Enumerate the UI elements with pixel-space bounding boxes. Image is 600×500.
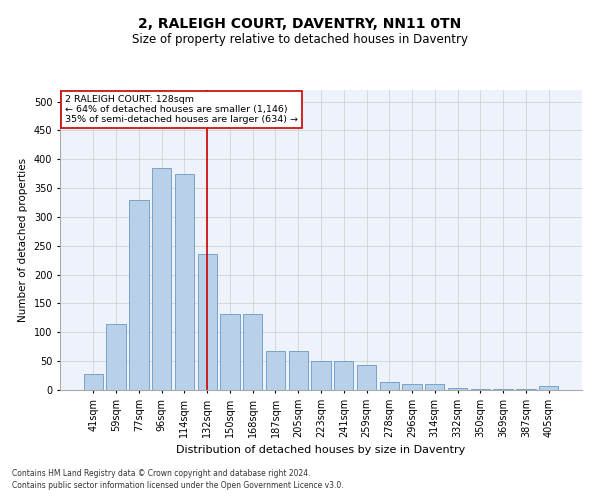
Bar (243, 314, 262, 390)
Bar (197, 254, 217, 390)
Bar (311, 361, 331, 390)
Bar (84, 374, 103, 390)
Bar (357, 365, 376, 390)
Bar (470, 389, 490, 390)
Bar (448, 388, 467, 390)
Text: Contains HM Land Registry data © Crown copyright and database right 2024.: Contains HM Land Registry data © Crown c… (12, 468, 311, 477)
Y-axis label: Number of detached properties: Number of detached properties (18, 158, 28, 322)
Text: 2 RALEIGH COURT: 128sqm
← 64% of detached houses are smaller (1,146)
35% of semi: 2 RALEIGH COURT: 128sqm ← 64% of detache… (65, 94, 298, 124)
Bar (493, 389, 513, 390)
Bar (289, 351, 308, 390)
Text: 2, RALEIGH COURT, DAVENTRY, NN11 0TN: 2, RALEIGH COURT, DAVENTRY, NN11 0TN (139, 18, 461, 32)
Bar (425, 384, 445, 390)
Bar (266, 351, 285, 390)
Bar (220, 314, 239, 390)
Bar (175, 174, 194, 390)
Bar (106, 324, 126, 390)
Text: Contains public sector information licensed under the Open Government Licence v3: Contains public sector information licen… (12, 481, 344, 490)
Bar (129, 200, 149, 390)
Bar (380, 382, 399, 390)
Bar (152, 168, 172, 390)
Bar (403, 384, 422, 390)
Text: Size of property relative to detached houses in Daventry: Size of property relative to detached ho… (132, 32, 468, 46)
X-axis label: Distribution of detached houses by size in Daventry: Distribution of detached houses by size … (176, 446, 466, 456)
Bar (539, 386, 558, 390)
Bar (334, 361, 353, 390)
